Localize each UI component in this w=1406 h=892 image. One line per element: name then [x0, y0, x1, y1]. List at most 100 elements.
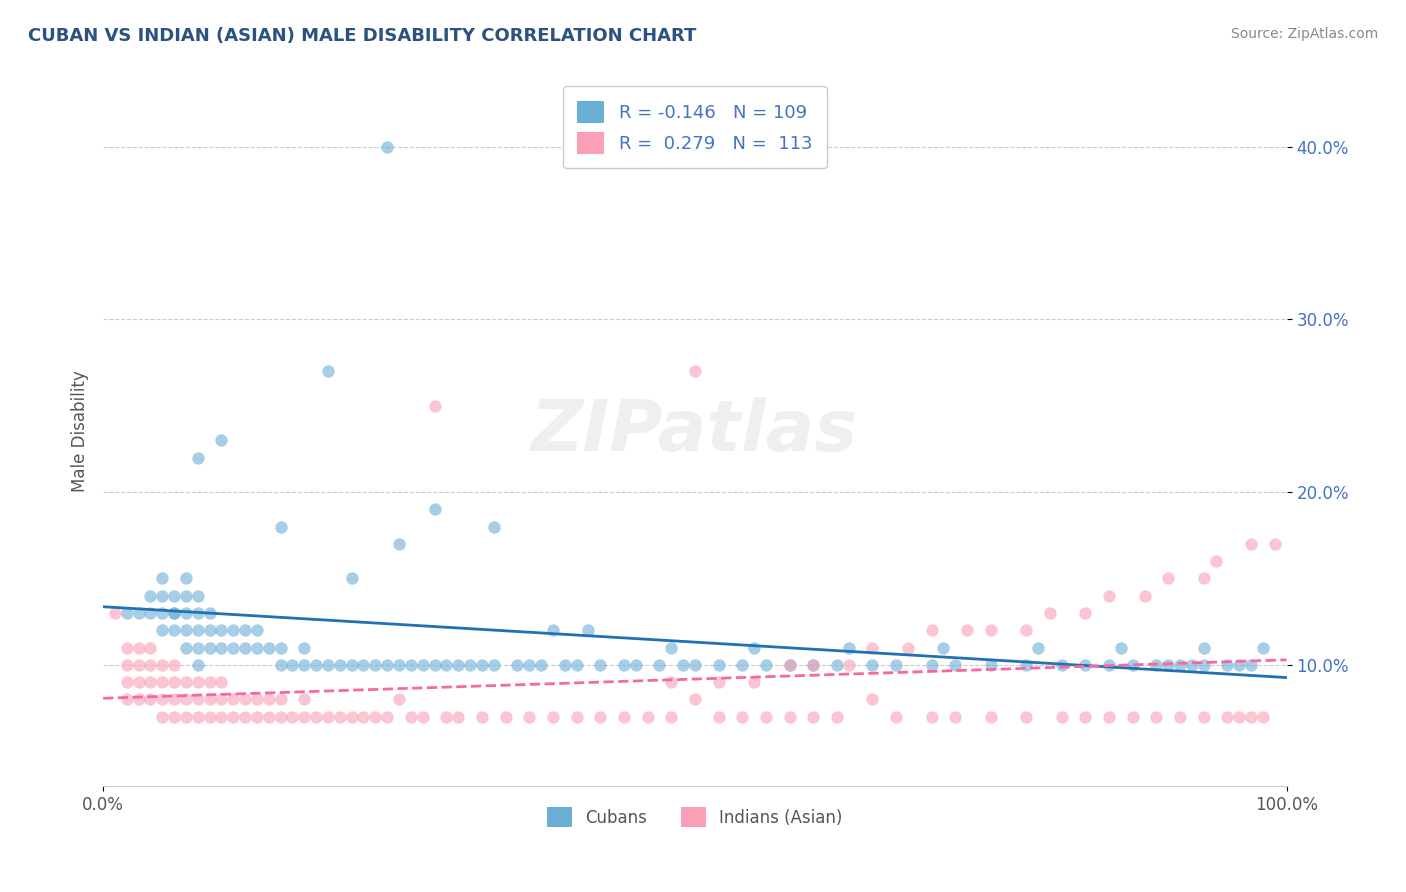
Point — [434, 657, 457, 672]
Point — [211, 624, 233, 638]
Point — [246, 640, 269, 655]
Point — [128, 692, 150, 706]
Point — [198, 675, 221, 690]
Point — [1074, 657, 1097, 672]
Point — [530, 657, 553, 672]
Point — [246, 624, 269, 638]
Point — [329, 709, 352, 723]
Point — [187, 624, 209, 638]
Point — [707, 675, 730, 690]
Point — [139, 692, 162, 706]
Text: Source: ZipAtlas.com: Source: ZipAtlas.com — [1230, 27, 1378, 41]
Point — [1227, 657, 1250, 672]
Point — [779, 657, 801, 672]
Point — [659, 709, 682, 723]
Point — [707, 709, 730, 723]
Point — [364, 657, 387, 672]
Point — [1216, 657, 1239, 672]
Point — [956, 624, 979, 638]
Point — [482, 519, 505, 533]
Point — [139, 589, 162, 603]
Point — [270, 709, 292, 723]
Point — [187, 692, 209, 706]
Point — [447, 709, 470, 723]
Point — [589, 709, 612, 723]
Point — [174, 675, 197, 690]
Point — [825, 657, 848, 672]
Point — [1015, 624, 1038, 638]
Point — [921, 657, 943, 672]
Point — [316, 364, 339, 378]
Point — [198, 640, 221, 655]
Point — [139, 640, 162, 655]
Point — [576, 624, 599, 638]
Point — [1109, 640, 1132, 655]
Point — [1240, 537, 1263, 551]
Point — [801, 657, 824, 672]
Point — [884, 657, 907, 672]
Point — [139, 606, 162, 620]
Point — [1098, 657, 1121, 672]
Point — [423, 399, 446, 413]
Point — [198, 606, 221, 620]
Point — [222, 709, 245, 723]
Point — [731, 657, 754, 672]
Point — [128, 640, 150, 655]
Point — [388, 537, 411, 551]
Point — [1264, 537, 1286, 551]
Point — [246, 709, 269, 723]
Point — [163, 589, 186, 603]
Point — [1050, 709, 1073, 723]
Point — [115, 657, 138, 672]
Point — [648, 657, 671, 672]
Point — [150, 606, 173, 620]
Point — [1015, 657, 1038, 672]
Point — [163, 692, 186, 706]
Point — [364, 709, 387, 723]
Point — [1098, 709, 1121, 723]
Point — [884, 709, 907, 723]
Point — [1050, 657, 1073, 672]
Point — [211, 434, 233, 448]
Point — [163, 624, 186, 638]
Point — [257, 640, 280, 655]
Point — [921, 709, 943, 723]
Point — [128, 657, 150, 672]
Point — [943, 709, 966, 723]
Point — [1122, 657, 1144, 672]
Point — [1240, 657, 1263, 672]
Point — [921, 624, 943, 638]
Legend: Cubans, Indians (Asian): Cubans, Indians (Asian) — [540, 800, 849, 834]
Point — [270, 640, 292, 655]
Point — [565, 709, 588, 723]
Point — [150, 624, 173, 638]
Point — [860, 692, 883, 706]
Point — [1039, 606, 1062, 620]
Point — [150, 657, 173, 672]
Point — [482, 657, 505, 672]
Point — [128, 606, 150, 620]
Point — [897, 640, 920, 655]
Point — [292, 657, 315, 672]
Point — [517, 709, 540, 723]
Point — [292, 640, 315, 655]
Point — [281, 709, 304, 723]
Point — [174, 589, 197, 603]
Point — [980, 624, 1002, 638]
Point — [554, 657, 576, 672]
Point — [672, 657, 695, 672]
Point — [659, 640, 682, 655]
Point — [755, 657, 778, 672]
Point — [187, 709, 209, 723]
Point — [198, 624, 221, 638]
Point — [860, 657, 883, 672]
Point — [731, 709, 754, 723]
Point — [163, 709, 186, 723]
Point — [683, 364, 706, 378]
Point — [517, 657, 540, 672]
Point — [246, 692, 269, 706]
Point — [1192, 657, 1215, 672]
Point — [1205, 554, 1227, 568]
Point — [624, 657, 647, 672]
Point — [1251, 640, 1274, 655]
